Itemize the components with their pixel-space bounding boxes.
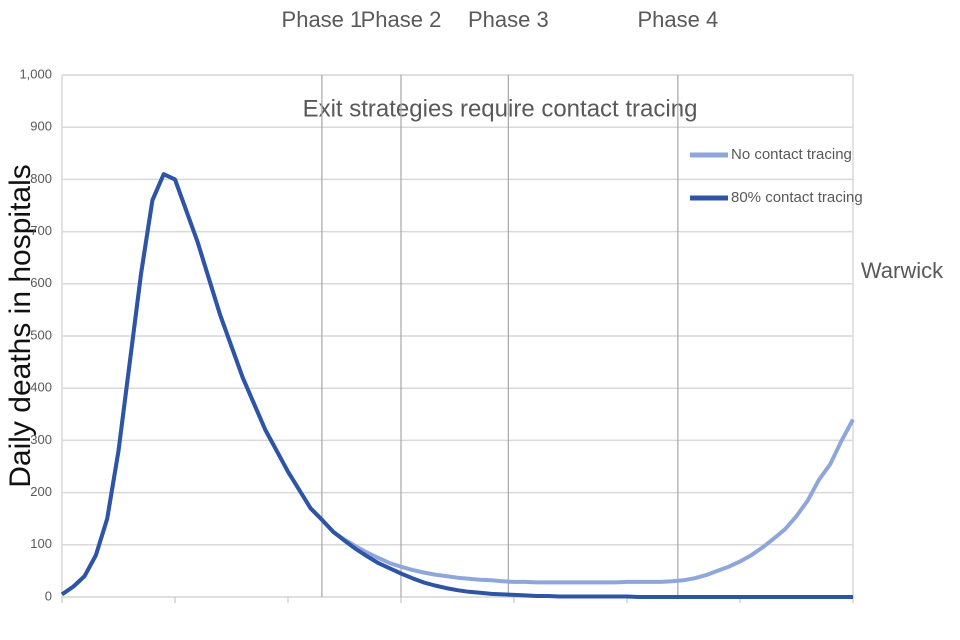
phase-label: Phase 2 [361,7,442,32]
y-tick-label: 300 [30,432,52,447]
y-tick-label: 800 [30,171,52,186]
series-line [60,172,853,599]
y-tick-label: 0 [45,588,52,603]
source-label: Warwick [861,258,944,283]
y-tick-label: 500 [30,327,52,342]
y-tick-label: 900 [30,119,52,134]
y-axis-label: Daily deaths in hospitals [4,164,37,488]
series-line [60,172,855,597]
y-tick-label: 700 [30,223,52,238]
y-tick-label: 400 [30,380,52,395]
y-tick-label: 600 [30,275,52,290]
phase-label: Phase 1 [282,7,363,32]
legend-label: 80% contact tracing [731,189,863,206]
phase-label: Phase 3 [468,7,549,32]
plot-frame [61,74,854,598]
y-tick-label: 100 [30,536,52,551]
legend-label: No contact tracing [731,146,852,163]
phase-label: Phase 4 [637,7,718,32]
y-tick-label: 200 [30,484,52,499]
chart-title: Exit strategies require contact tracing [303,95,698,122]
y-tick-label: 1,000 [19,66,52,81]
